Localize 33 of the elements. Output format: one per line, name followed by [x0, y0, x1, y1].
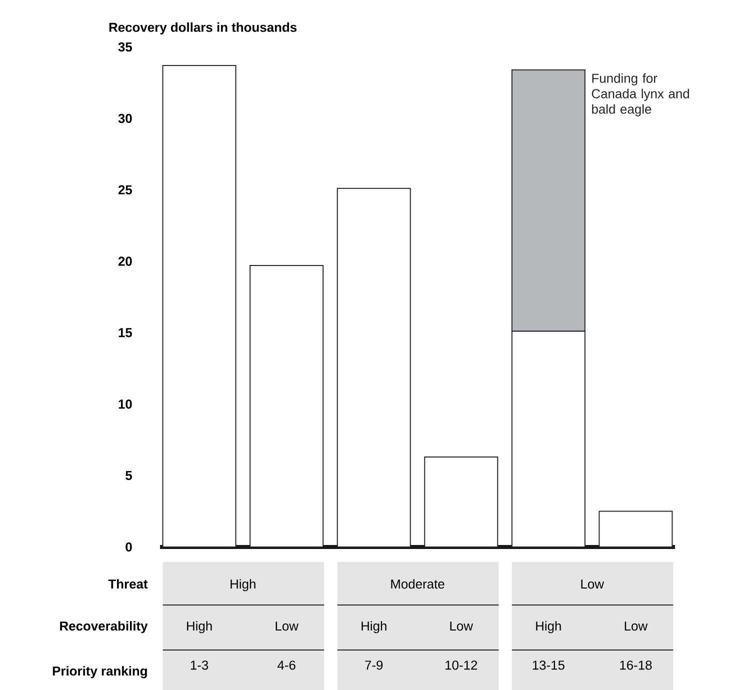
y-tick-label: 20 — [118, 256, 132, 266]
y-tick-label: 5 — [126, 471, 132, 480]
y-tick-label: 15 — [118, 328, 132, 338]
y-tick-label: 0 — [126, 542, 132, 552]
y-tick-label: 35 — [118, 42, 132, 52]
x-tick-label: 10-12 — [446, 660, 478, 670]
text: Recoverability — [60, 621, 148, 634]
bar — [424, 456, 498, 548]
text: Low — [624, 622, 648, 631]
text: Low — [276, 622, 299, 631]
text: High — [187, 621, 212, 634]
y-tick-label: 25 — [118, 185, 132, 194]
text: High — [230, 579, 256, 592]
x-tick-label: 13-15 — [532, 660, 564, 670]
y-axis-title: Recovery dollars in thousands — [109, 22, 297, 34]
bar — [598, 510, 673, 548]
bar — [250, 265, 324, 548]
series-label: Funding for Canada lynx and bald eagle — [592, 73, 690, 116]
x-tick-label: 1-3 — [190, 660, 208, 670]
y-tick-label: 10 — [118, 400, 132, 409]
y-tick-label: 30 — [118, 114, 132, 124]
x-tick-label: 16-18 — [620, 660, 652, 670]
bar — [336, 188, 411, 548]
text: Low — [450, 622, 474, 631]
text: Low — [581, 580, 604, 589]
x-tick-label: 7-9 — [365, 660, 383, 670]
text: Priority ranking — [52, 666, 147, 678]
x-tick-label: 4-6 — [278, 660, 296, 670]
text: High — [362, 621, 386, 634]
bar — [162, 65, 236, 548]
text: Threat — [108, 579, 148, 589]
text: High — [536, 621, 561, 634]
text: Moderate — [391, 579, 444, 589]
